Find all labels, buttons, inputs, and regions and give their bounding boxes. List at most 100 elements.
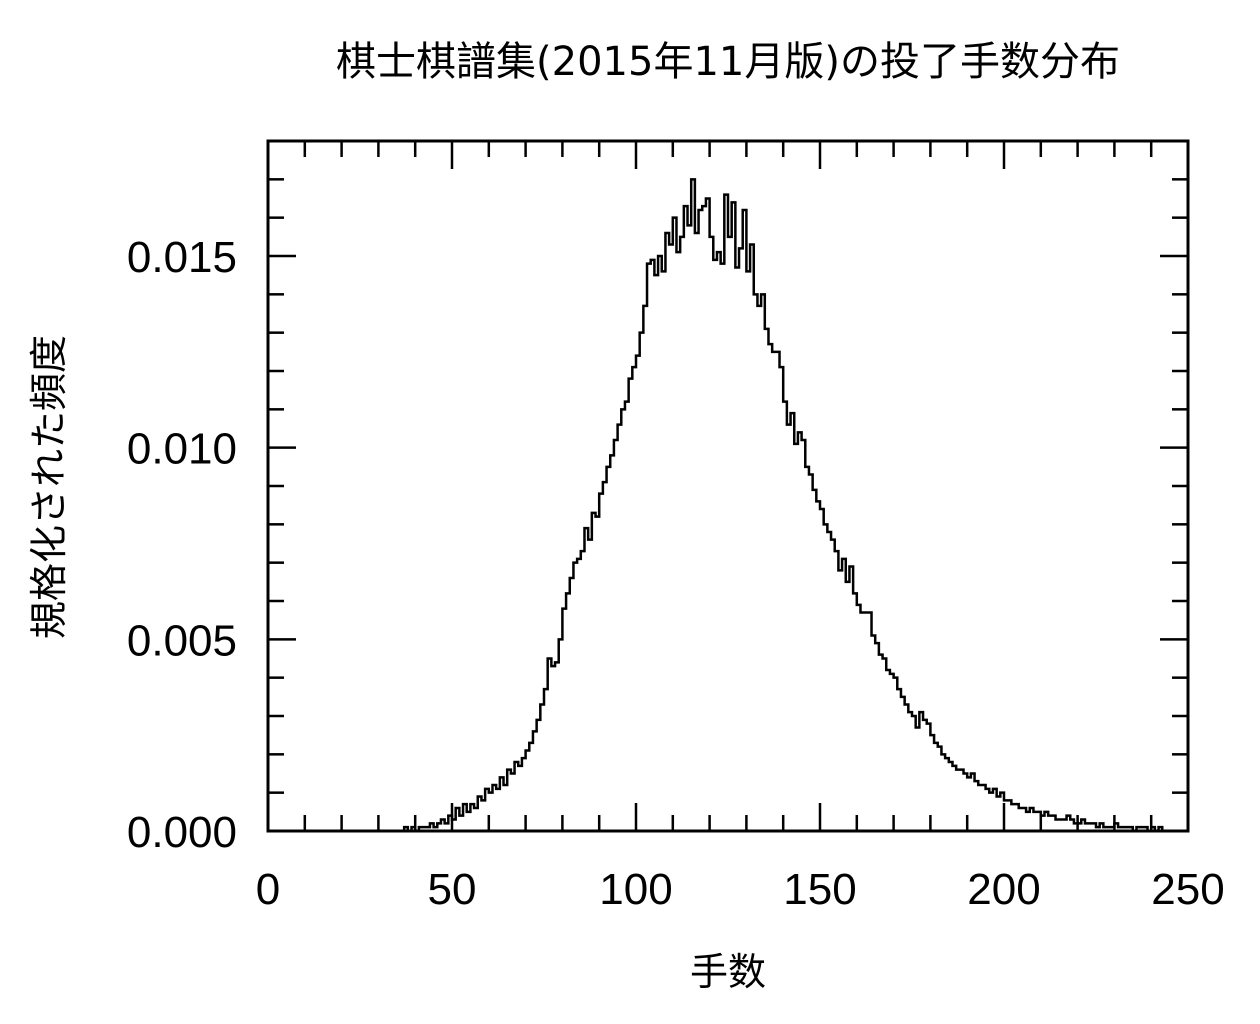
histogram-bin — [941, 754, 945, 831]
histogram-bin — [908, 712, 912, 831]
histogram-bin — [518, 766, 522, 831]
histogram-bin — [765, 329, 769, 831]
histogram-bin — [989, 793, 993, 831]
histogram-bin — [1048, 816, 1052, 831]
histogram-bin — [919, 712, 923, 831]
histogram-bin — [978, 785, 982, 831]
histogram-bin — [849, 567, 853, 832]
histogram-bin — [982, 785, 986, 831]
histogram-bin — [625, 402, 629, 831]
histogram-bin — [952, 766, 956, 831]
y-tick-label: 0.015 — [127, 233, 237, 282]
histogram-bin — [768, 344, 772, 831]
plot-frame — [266, 139, 1190, 833]
histogram-bin — [596, 517, 600, 831]
y-tick-labels: 0.000 0.005 0.010 0.015 — [127, 233, 237, 857]
x-axis-label: 手数 — [690, 950, 766, 994]
histogram-bin — [684, 206, 688, 831]
histogram-bin — [588, 540, 592, 831]
histogram-bin — [857, 605, 861, 831]
histogram-bin — [676, 252, 680, 831]
y-tick-label: 0.005 — [127, 616, 237, 665]
histogram-bin — [824, 524, 828, 831]
histogram-bin — [945, 758, 949, 831]
histogram-bin — [750, 245, 754, 832]
histogram-bin — [629, 379, 633, 831]
histogram-bin — [699, 210, 703, 831]
histogram-bin — [868, 613, 872, 832]
histogram-bin — [529, 743, 533, 831]
histogram-bin — [802, 440, 806, 831]
histogram-step-outline — [378, 178, 1188, 833]
histogram-bin — [897, 689, 901, 831]
histogram-bin — [496, 789, 500, 831]
histogram-bin — [761, 294, 765, 831]
histogram-bin — [559, 639, 563, 831]
histogram-bin — [654, 275, 658, 831]
histogram-bin — [551, 666, 555, 831]
histogram-bin — [706, 199, 710, 832]
histogram-bin — [938, 747, 942, 831]
histogram-bin — [783, 402, 787, 831]
histogram-bin — [544, 689, 548, 831]
histogram-bin — [746, 271, 750, 831]
histogram-bin — [599, 494, 603, 831]
histogram-bin — [813, 490, 817, 831]
histogram-bin — [798, 432, 802, 831]
histogram-bin — [573, 563, 577, 831]
histogram-bin — [695, 233, 699, 831]
histogram-bin — [481, 800, 485, 831]
histogram-bin — [794, 444, 798, 831]
histogram-bin — [562, 609, 566, 831]
histogram-bin — [621, 409, 625, 831]
histogram-bin — [827, 532, 831, 831]
histogram-bin — [805, 467, 809, 831]
y-tick-label: 0.000 — [127, 808, 237, 857]
histogram-bin — [607, 467, 611, 831]
histogram-bin — [860, 613, 864, 832]
histogram-bin — [643, 306, 647, 831]
histogram-bin — [923, 720, 927, 831]
histogram-bin — [791, 413, 795, 831]
y-axis-label: 規格化された頻度 — [27, 335, 71, 639]
histogram-bin — [772, 352, 776, 831]
histogram-bin — [754, 294, 758, 831]
histogram-bin — [717, 252, 721, 831]
histogram-bin — [570, 578, 574, 831]
axis-ticks — [266, 139, 1190, 833]
histogram-bin — [504, 785, 508, 831]
histogram-bin — [1026, 812, 1030, 831]
histogram-bin — [916, 728, 920, 832]
histogram-bin — [842, 559, 846, 831]
histogram-bin — [905, 705, 909, 832]
histogram-bin — [1019, 808, 1023, 831]
histogram-bin — [632, 367, 636, 831]
histogram-bin — [459, 816, 463, 831]
histogram-bin — [956, 770, 960, 831]
histogram-bin — [658, 256, 662, 831]
histogram-bin — [1059, 820, 1063, 832]
histogram-bin — [735, 268, 739, 832]
histogram-bin — [838, 570, 842, 831]
histogram-bin — [997, 797, 1001, 832]
histogram-bin — [688, 225, 692, 831]
histogram-bin — [960, 770, 964, 831]
histogram-bin — [934, 743, 938, 831]
histogram-bin — [691, 179, 695, 831]
histogram-bin — [555, 662, 559, 831]
histogram-bin — [732, 202, 736, 831]
histogram-bin — [665, 233, 669, 831]
histogram-bin — [816, 501, 820, 831]
histogram-bin — [702, 206, 706, 831]
histogram-bin — [872, 636, 876, 832]
chart-title: 棋士棋譜集(2015年11月版)の投了手数分布 — [336, 39, 1120, 85]
histogram-bin — [651, 260, 655, 831]
histogram-bin — [975, 781, 979, 831]
histogram-bin — [728, 237, 732, 831]
histogram-bin — [1011, 804, 1015, 831]
histogram-bin — [680, 237, 684, 831]
histogram-bin — [540, 705, 544, 832]
histogram-bin — [618, 425, 622, 831]
histogram-bin — [894, 678, 898, 831]
